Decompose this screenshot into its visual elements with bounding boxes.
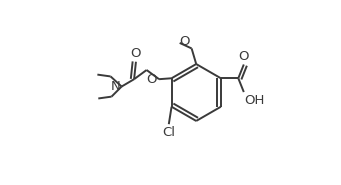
Text: O: O (239, 50, 249, 63)
Text: O: O (146, 73, 157, 86)
Text: OH: OH (245, 94, 265, 107)
Text: O: O (179, 35, 189, 48)
Text: N: N (110, 80, 120, 93)
Text: O: O (131, 47, 141, 60)
Text: Cl: Cl (162, 126, 175, 139)
